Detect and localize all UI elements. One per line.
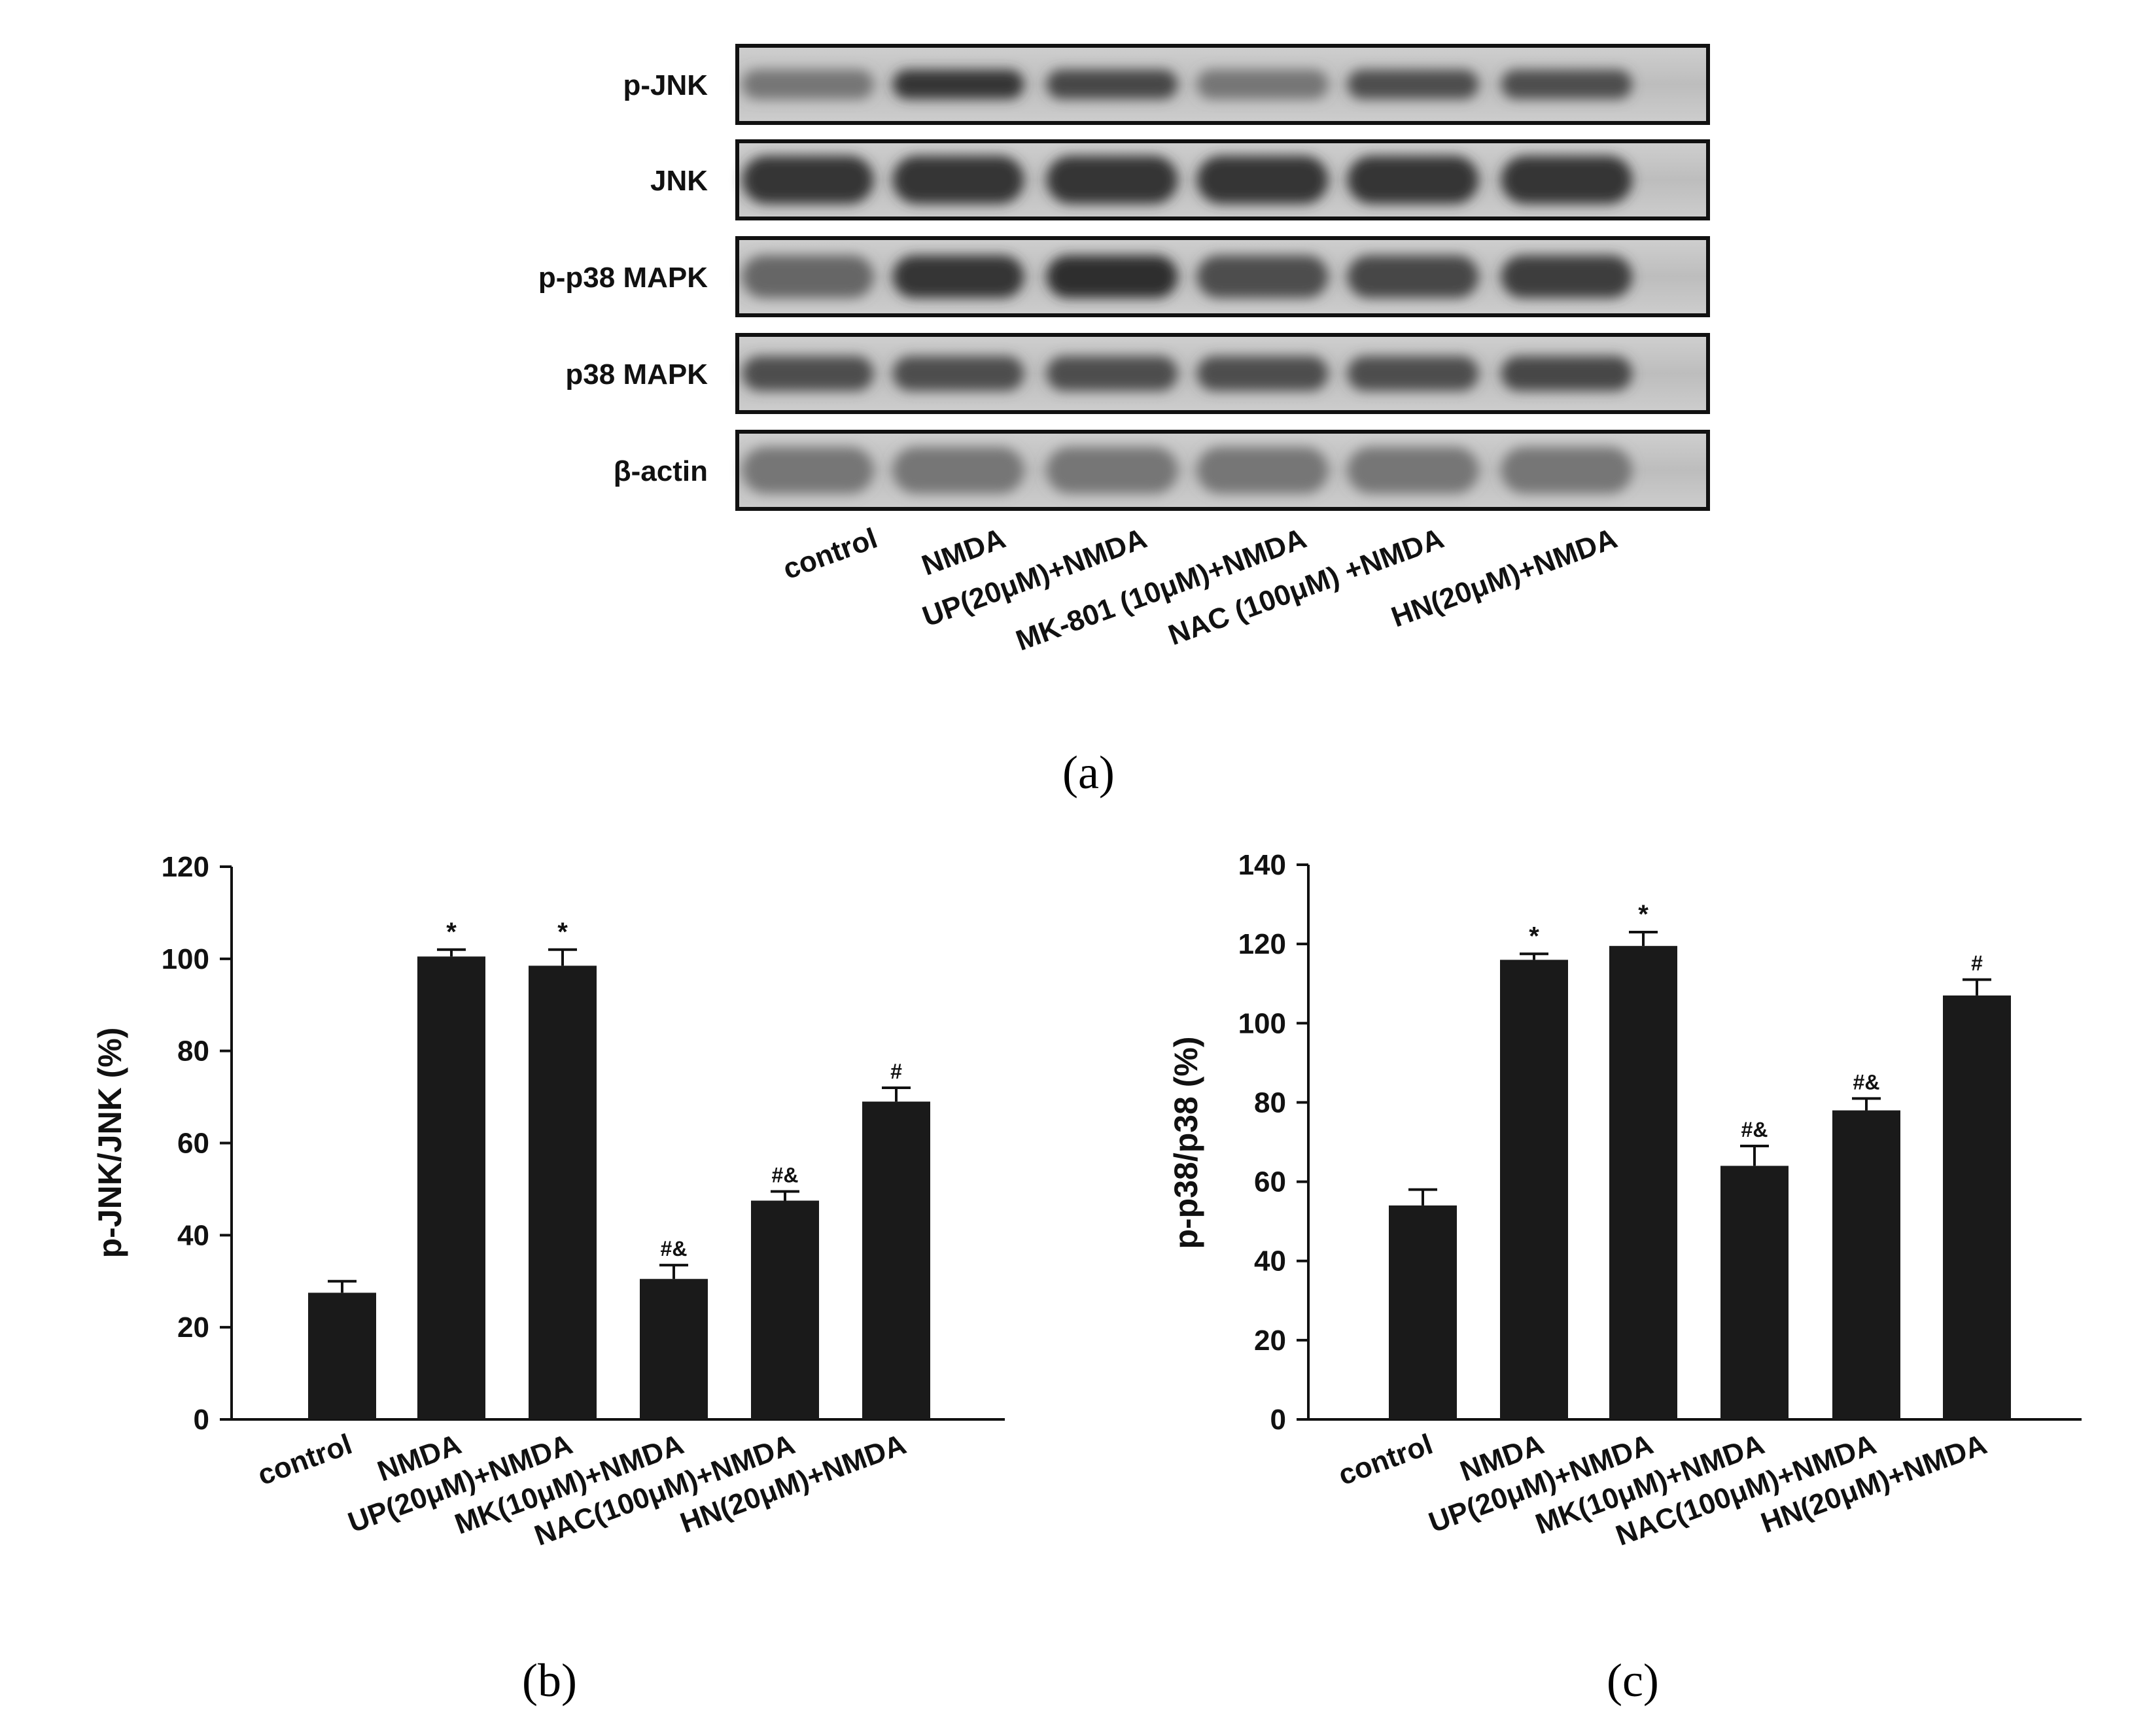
y-tick-label: 100 <box>162 943 209 975</box>
bar <box>1500 960 1568 1419</box>
panel-a-label: (a) <box>1062 746 1115 799</box>
y-tick-label: 80 <box>177 1035 209 1068</box>
blot-band <box>1348 356 1478 391</box>
significance-annotation: * <box>1529 922 1539 950</box>
y-tick-label: 20 <box>177 1311 209 1344</box>
significance-annotation: # <box>890 1060 902 1083</box>
blot-band <box>1501 356 1632 391</box>
y-tick-label: 120 <box>162 851 209 883</box>
significance-annotation: * <box>1638 900 1649 929</box>
y-tick-label: 40 <box>1254 1245 1286 1277</box>
blot-band <box>742 447 873 494</box>
bar <box>862 1102 930 1419</box>
blot-row: JNK <box>650 139 1710 220</box>
significance-annotation: #& <box>1741 1118 1768 1141</box>
y-tick-label: 0 <box>1270 1404 1286 1436</box>
blot-band <box>893 156 1024 204</box>
blot-row: p-JNK <box>623 44 1710 125</box>
y-tick-label: 140 <box>1238 849 1286 881</box>
blot-band <box>1047 255 1178 298</box>
y-tick-label: 40 <box>177 1219 209 1251</box>
blot-band <box>1047 447 1178 494</box>
blot-band <box>1348 156 1478 204</box>
blot-band <box>1197 356 1328 391</box>
significance-annotation: #& <box>772 1163 799 1187</box>
bar <box>417 956 485 1419</box>
blot-row-label: p-p38 MAPK <box>538 262 708 294</box>
blot-band <box>1501 156 1632 204</box>
panel-c-label: (c) <box>1607 1654 1659 1707</box>
x-tick-label: control <box>1335 1428 1437 1491</box>
significance-annotation: * <box>557 918 568 946</box>
blot-band <box>1348 447 1478 494</box>
y-tick-label: 60 <box>177 1128 209 1160</box>
blot-row-label: p-JNK <box>623 69 708 101</box>
blot-band <box>1197 69 1328 99</box>
blot-row-label: β-actin <box>614 455 708 487</box>
blot-band <box>1501 255 1632 298</box>
blot-band <box>1348 69 1478 99</box>
blot-band <box>1047 156 1178 204</box>
blot-band <box>893 255 1024 298</box>
y-tick-label: 80 <box>1254 1086 1286 1119</box>
blot-band <box>1348 255 1478 298</box>
panel-b-label: (b) <box>522 1654 577 1707</box>
blot-band <box>893 447 1024 494</box>
significance-annotation: #& <box>661 1237 688 1260</box>
blot-row: β-actin <box>614 430 1710 511</box>
blot-band <box>1047 69 1178 99</box>
bar <box>1832 1110 1900 1419</box>
significance-annotation: # <box>1971 952 1983 975</box>
y-tick-label: 20 <box>1254 1325 1286 1357</box>
blot-band <box>1047 356 1178 391</box>
bar <box>1943 995 2011 1419</box>
bar <box>529 965 597 1419</box>
blot-band <box>742 69 873 99</box>
blot-band <box>1501 69 1632 99</box>
blot-band <box>1197 156 1328 204</box>
y-tick-label: 0 <box>194 1404 209 1436</box>
blot-band <box>1197 255 1328 298</box>
blot-band <box>742 255 873 298</box>
blot-band <box>742 156 873 204</box>
bar <box>308 1293 376 1419</box>
y-tick-label: 100 <box>1238 1007 1286 1039</box>
bar <box>1389 1205 1457 1419</box>
bar <box>1609 946 1677 1419</box>
y-axis-label: p-JNK/JNK (%) <box>92 1028 128 1259</box>
blot-row: p38 MAPK <box>565 333 1710 414</box>
y-tick-label: 120 <box>1238 928 1286 960</box>
y-tick-label: 60 <box>1254 1166 1286 1198</box>
bar <box>751 1200 819 1419</box>
bar <box>1720 1166 1789 1419</box>
significance-annotation: * <box>446 918 457 946</box>
y-axis-label: p-p38/p38 (%) <box>1168 1036 1204 1249</box>
blot-row-label: JNK <box>650 165 708 197</box>
blot-band <box>1501 447 1632 494</box>
blot-band <box>893 69 1024 99</box>
blot-row: p-p38 MAPK <box>538 236 1710 317</box>
blot-row-label: p38 MAPK <box>565 358 708 391</box>
bar <box>640 1279 708 1419</box>
significance-annotation: #& <box>1853 1070 1880 1094</box>
blot-band <box>1197 447 1328 494</box>
blot-band <box>742 356 873 391</box>
blot-band <box>893 356 1024 391</box>
